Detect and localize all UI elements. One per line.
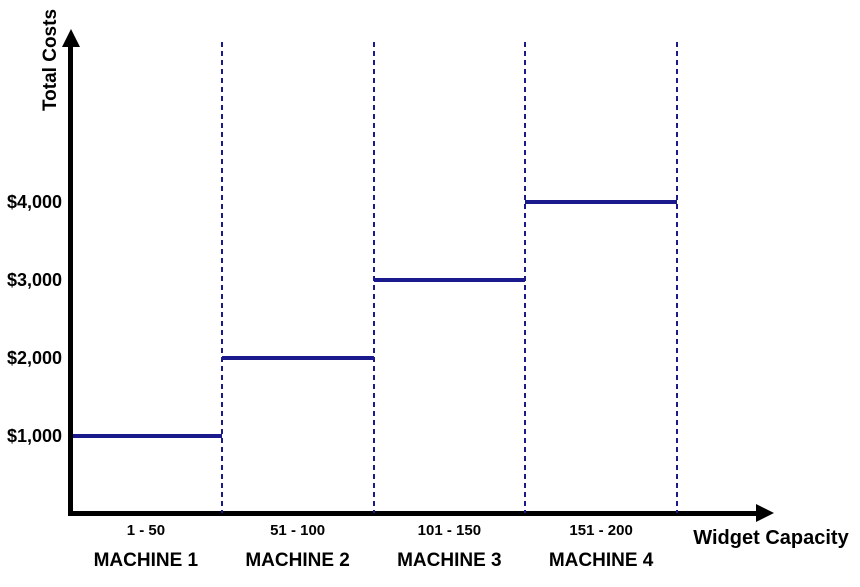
capacity-separator-line xyxy=(524,42,527,513)
machine-label: MACHINE 1 xyxy=(93,550,199,571)
step-segment xyxy=(221,356,374,360)
x-axis-line xyxy=(68,511,762,516)
y-tick-label: $2,000 xyxy=(6,348,62,368)
x-axis-title: Widget Capacity xyxy=(693,527,849,549)
step-segment xyxy=(525,200,677,204)
y-axis-line xyxy=(68,44,73,516)
y-axis-arrow-icon xyxy=(62,29,80,47)
step-segment xyxy=(73,434,222,438)
y-tick-label: $3,000 xyxy=(6,270,62,290)
capacity-range-label: 101 - 150 xyxy=(417,522,482,539)
capacity-separator-line xyxy=(676,42,678,513)
capacity-separator-line xyxy=(220,42,223,513)
machine-label: MACHINE 3 xyxy=(397,550,502,571)
y-axis-title: Total Costs xyxy=(40,8,61,112)
machine-label: MACHINE 4 xyxy=(548,550,654,571)
capacity-range-label: 1 - 50 xyxy=(126,522,166,539)
capacity-range-label: 51 - 100 xyxy=(270,522,326,539)
step-segment xyxy=(373,278,526,282)
capacity-separator-line xyxy=(372,42,375,513)
capacity-range-label: 151 - 200 xyxy=(569,522,633,539)
x-axis-arrow-icon xyxy=(756,504,774,522)
y-tick-label: $1,000 xyxy=(6,426,62,446)
y-tick-label: $4,000 xyxy=(6,192,62,212)
machine-label: MACHINE 2 xyxy=(245,550,350,571)
